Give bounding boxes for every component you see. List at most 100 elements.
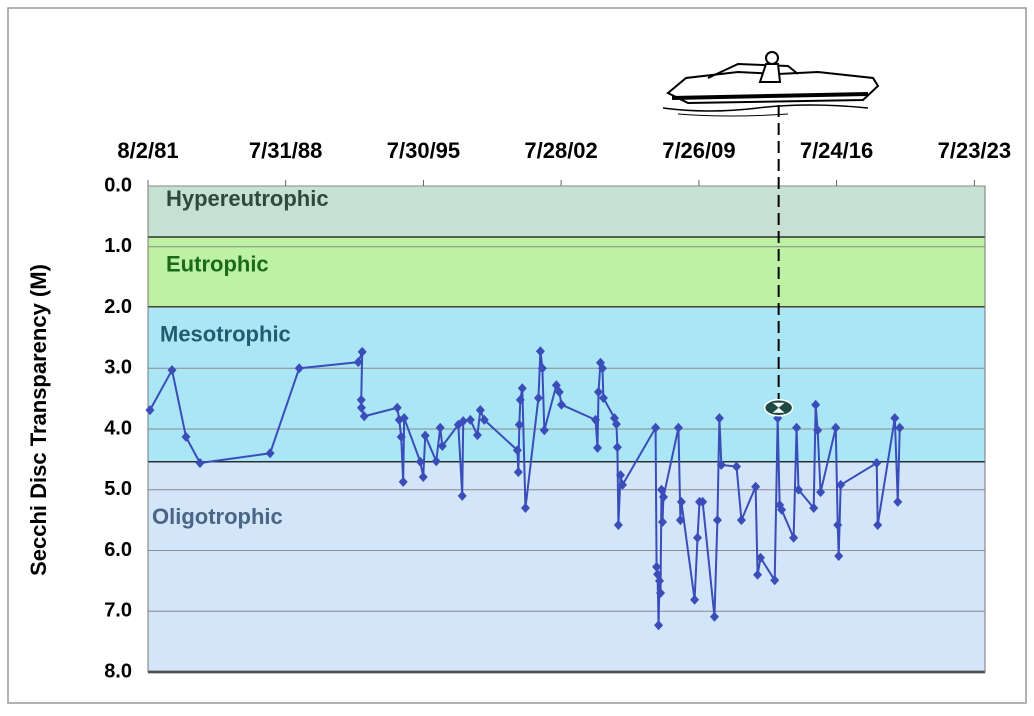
y-tick-label: 3.0 <box>104 357 132 379</box>
x-tick-label: 7/31/88 <box>249 138 322 163</box>
data-point <box>554 386 564 397</box>
trophic-band <box>148 307 985 463</box>
data-point <box>675 515 685 526</box>
data-point <box>145 405 155 416</box>
band-label: Eutrophic <box>166 251 269 276</box>
data-point <box>265 448 275 459</box>
data-point <box>651 422 661 433</box>
data-point <box>873 519 883 530</box>
data-point <box>732 461 742 472</box>
data-point <box>655 575 665 586</box>
data-point <box>714 413 724 424</box>
data-point <box>356 394 366 405</box>
data-point <box>396 431 406 442</box>
data-point <box>658 492 668 503</box>
data-point <box>657 484 667 495</box>
x-tick-label: 8/2/81 <box>117 138 178 163</box>
data-point <box>465 414 475 425</box>
data-point <box>472 430 482 441</box>
y-tick-label: 6.0 <box>104 539 132 561</box>
data-point <box>359 411 369 422</box>
data-point <box>520 502 530 513</box>
trophic-band <box>148 186 985 238</box>
data-point <box>777 504 787 515</box>
data-point <box>698 496 708 507</box>
data-point <box>872 458 882 469</box>
x-tick-label: 7/28/02 <box>524 138 597 163</box>
trophic-band <box>148 237 985 308</box>
y-tick-label: 5.0 <box>104 478 132 500</box>
data-point <box>514 419 524 430</box>
data-point <box>593 386 603 397</box>
x-tick-label: 7/24/16 <box>800 138 873 163</box>
data-point <box>512 445 522 456</box>
data-point <box>415 456 425 467</box>
data-point <box>181 431 191 442</box>
data-point <box>753 569 763 580</box>
y-tick-label: 8.0 <box>104 660 132 682</box>
x-tick-label: 7/23/23 <box>938 138 1011 163</box>
data-point <box>353 357 363 368</box>
data-point <box>618 479 628 490</box>
data-point <box>834 550 844 561</box>
data-point <box>816 487 826 498</box>
data-point <box>770 575 780 586</box>
data-point <box>420 430 430 441</box>
data-point <box>611 419 621 430</box>
data-point <box>613 519 623 530</box>
boat-icon <box>662 51 880 117</box>
data-point <box>356 402 366 413</box>
data-point <box>294 363 304 374</box>
data-point <box>813 425 823 436</box>
data-point <box>831 422 841 433</box>
data-point <box>690 594 700 605</box>
data-point <box>792 422 802 433</box>
band-label: Mesotrophic <box>160 321 291 346</box>
highlight-icon <box>772 402 785 413</box>
data-point <box>195 458 205 469</box>
data-point <box>709 611 719 622</box>
data-point <box>392 402 402 413</box>
data-point <box>357 346 367 357</box>
data-point <box>539 425 549 436</box>
data-point <box>475 405 485 416</box>
y-tick-label: 7.0 <box>104 600 132 622</box>
data-point <box>597 363 607 374</box>
y-axis-label: Secchi Disc Transparency (M) <box>26 264 51 576</box>
data-point <box>809 502 819 513</box>
data-point <box>398 476 408 487</box>
y-tick-label: 1.0 <box>104 235 132 257</box>
y-tick-label: 2.0 <box>104 296 132 318</box>
data-point <box>591 414 601 425</box>
data-point <box>533 393 543 404</box>
data-point <box>517 383 527 394</box>
data-point <box>513 467 523 478</box>
data-point <box>652 561 662 572</box>
data-point <box>458 416 468 427</box>
data-point <box>893 496 903 507</box>
data-point <box>479 414 489 425</box>
data-point <box>833 519 843 530</box>
x-tick-label: 7/26/09 <box>662 138 735 163</box>
data-point <box>836 479 846 490</box>
data-point <box>399 413 409 424</box>
data-point <box>789 532 799 543</box>
data-point <box>676 496 686 507</box>
data-point <box>612 442 622 453</box>
data-point <box>593 442 603 453</box>
data-point <box>437 441 447 452</box>
data-point <box>693 532 703 543</box>
data-point <box>598 393 608 404</box>
data-point <box>418 471 428 482</box>
data-point <box>736 515 746 526</box>
y-tick-label: 4.0 <box>104 417 132 439</box>
trophic-band <box>148 462 985 672</box>
data-point <box>794 484 804 495</box>
band-label: Oligotrophic <box>152 504 283 529</box>
data-point <box>751 481 761 492</box>
data-point <box>537 363 547 374</box>
data-point <box>556 399 566 410</box>
data-point <box>716 459 726 470</box>
data-point <box>616 470 626 481</box>
